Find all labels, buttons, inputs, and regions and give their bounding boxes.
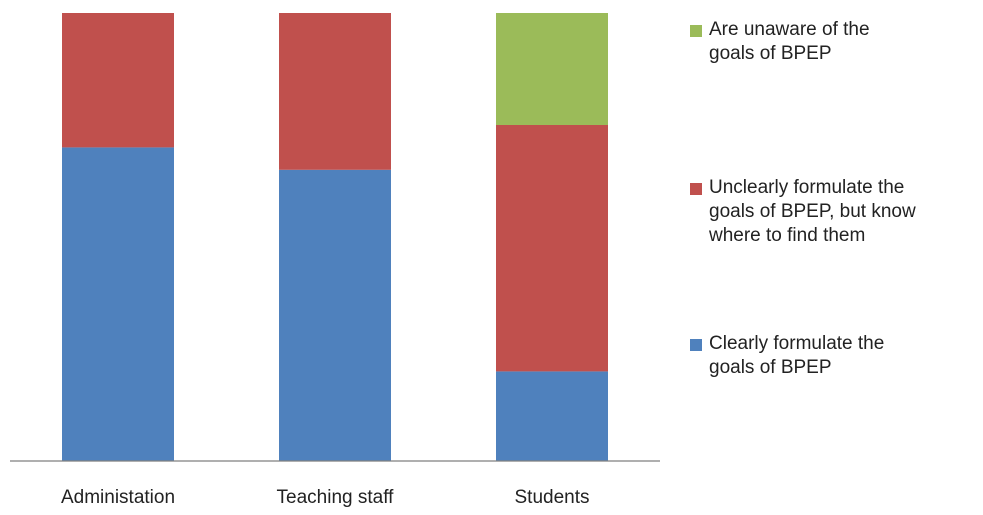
bar-segment-administation-series-1 (62, 13, 174, 148)
legend-swatch-red (690, 183, 702, 195)
legend-label: Clearly formulate the goals of BPEP (709, 333, 885, 378)
legend-label: Are unaware of the goals of BPEP (709, 19, 870, 64)
legend-item-unaware: Are unaware of the goals of BPEP (690, 18, 979, 66)
legend-item-clearly: Clearly formulate the goals of BPEP (690, 332, 979, 380)
bar-segment-students-series-0 (496, 371, 608, 461)
bars-group (62, 13, 608, 462)
x-tick-labels: Administation Teaching staff Students (61, 487, 590, 508)
x-tick-label-administation: Administation (61, 487, 175, 508)
bar-segment-administation-series-0 (62, 147, 174, 461)
x-tick-label-teaching-staff: Teaching staff (277, 487, 395, 508)
x-tick-label-students: Students (515, 487, 590, 508)
legend-label: Unclearly formulate the goals of BPEP, b… (709, 177, 916, 246)
bar-segment-teaching-staff-series-1 (279, 13, 391, 170)
bar-segment-students-series-2 (496, 13, 608, 125)
legend-swatch-blue (690, 339, 702, 351)
bar-segment-students-series-1 (496, 125, 608, 372)
bar-segment-teaching-staff-series-0 (279, 169, 391, 462)
legend-item-unclearly: Unclearly formulate the goals of BPEP, b… (690, 176, 979, 248)
legend-swatch-green (690, 25, 702, 37)
